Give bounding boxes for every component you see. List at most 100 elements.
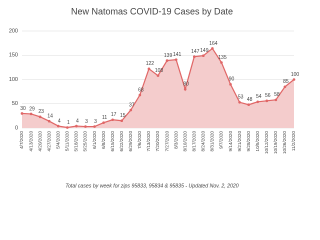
point bbox=[238, 100, 241, 104]
y-tick-label: 150 bbox=[9, 53, 18, 59]
x-tick-label: 6/1/2020 bbox=[92, 131, 97, 149]
point bbox=[120, 119, 124, 123]
point bbox=[165, 59, 169, 62]
point bbox=[20, 112, 24, 115]
point bbox=[292, 78, 296, 81]
point bbox=[66, 126, 69, 129]
point bbox=[283, 85, 287, 89]
data-label: 48 bbox=[247, 97, 253, 103]
x-tick-label: 4/20/2020 bbox=[37, 131, 42, 152]
x-tick-label: 9/28/2020 bbox=[246, 131, 251, 152]
y-tick-label: 0 bbox=[15, 125, 18, 131]
chart-title: New Natomas COVID-19 Cases by Date bbox=[71, 6, 233, 16]
point bbox=[147, 67, 151, 71]
data-label: 1 bbox=[67, 120, 70, 126]
y-tick-label: 100 bbox=[9, 77, 18, 83]
y-tick-label: 50 bbox=[12, 101, 18, 107]
x-tick-label: 10/19/2020 bbox=[273, 131, 278, 154]
x-tick-label: 9/21/2020 bbox=[237, 131, 242, 152]
x-tick-label: 6/22/2020 bbox=[119, 131, 124, 152]
data-label: 108 bbox=[155, 68, 164, 74]
data-label: 147 bbox=[191, 49, 200, 55]
x-tick-label: 8/3/2020 bbox=[173, 131, 178, 149]
point bbox=[75, 124, 78, 128]
x-tick-label: 6/15/2020 bbox=[110, 131, 115, 152]
point bbox=[84, 125, 87, 128]
data-label: 58 bbox=[274, 92, 280, 98]
data-label: 139 bbox=[164, 53, 173, 59]
x-tick-label: 10/12/2020 bbox=[264, 131, 269, 154]
point bbox=[274, 98, 278, 102]
point bbox=[247, 103, 250, 107]
data-label: 85 bbox=[283, 79, 289, 85]
x-tick-label: 9/14/2020 bbox=[228, 131, 233, 152]
point bbox=[202, 54, 205, 58]
x-tick-label: 8/31/2020 bbox=[210, 131, 215, 152]
data-label: 14 bbox=[47, 114, 53, 120]
x-tick-label: 7/13/2020 bbox=[146, 131, 151, 152]
x-tick-label: 4/27/2020 bbox=[46, 131, 51, 152]
point bbox=[111, 118, 114, 122]
x-tick-label: 7/27/2020 bbox=[164, 131, 169, 152]
data-label: 100 bbox=[291, 72, 300, 78]
data-label: 4 bbox=[58, 118, 61, 124]
point bbox=[102, 121, 105, 124]
point bbox=[265, 99, 269, 103]
x-tick-label: 4/7/2020 bbox=[19, 131, 24, 149]
x-tick-label: 5/4/2020 bbox=[55, 131, 60, 149]
data-label: 29 bbox=[29, 106, 35, 112]
x-tick-label: 5/11/2020 bbox=[65, 131, 70, 152]
x-tick-label: 4/13/2020 bbox=[28, 131, 33, 152]
point bbox=[183, 87, 187, 91]
y-tick-label: 200 bbox=[9, 28, 18, 34]
data-label: 141 bbox=[173, 52, 182, 58]
data-label: 15 bbox=[120, 113, 126, 119]
point bbox=[229, 83, 232, 86]
point bbox=[93, 125, 96, 128]
data-label: 3 bbox=[94, 119, 97, 125]
data-label: 80 bbox=[183, 82, 189, 88]
x-tick-label: 11/2/2020 bbox=[291, 131, 296, 152]
data-label: 11 bbox=[102, 115, 107, 121]
point bbox=[138, 93, 142, 97]
x-tick-label: 5/25/2020 bbox=[83, 131, 88, 152]
data-label: 56 bbox=[265, 93, 271, 99]
x-tick-label: 10/26/2020 bbox=[282, 131, 287, 154]
chart-note: Total cases by week for zips 95833, 9583… bbox=[65, 183, 238, 189]
data-label: 3 bbox=[85, 119, 88, 125]
data-label: 149 bbox=[200, 48, 209, 54]
x-tick-label: 5/18/2020 bbox=[74, 131, 79, 152]
point bbox=[220, 61, 223, 64]
x-tick-label: 8/10/2020 bbox=[182, 131, 187, 152]
data-label: 68 bbox=[138, 87, 144, 93]
x-tick-label: 7/6/2020 bbox=[137, 131, 142, 149]
x-tick-label: 10/5/2020 bbox=[255, 131, 260, 152]
x-tick-label: 8/17/2020 bbox=[191, 131, 196, 152]
data-label: 122 bbox=[146, 61, 155, 67]
data-label: 53 bbox=[238, 95, 244, 101]
point bbox=[56, 124, 60, 128]
point bbox=[156, 74, 160, 77]
data-label: 23 bbox=[38, 109, 44, 115]
chart: New Natomas COVID-19 Cases by Date Total… bbox=[9, 6, 300, 189]
data-label: 4 bbox=[76, 118, 79, 124]
point bbox=[174, 58, 178, 61]
data-label: 164 bbox=[209, 41, 218, 47]
point bbox=[47, 119, 51, 123]
x-tick-label: 6/8/2020 bbox=[101, 131, 106, 149]
data-label: 90 bbox=[229, 77, 235, 83]
point bbox=[256, 100, 260, 104]
data-label: 30 bbox=[20, 106, 26, 112]
point bbox=[211, 47, 214, 50]
x-tick-label: 9/7/2020 bbox=[219, 131, 224, 149]
point bbox=[129, 108, 133, 112]
data-label: 135 bbox=[218, 55, 227, 61]
point bbox=[192, 55, 196, 59]
point bbox=[29, 112, 33, 116]
data-label: 37 bbox=[129, 102, 135, 108]
x-tick-label: 8/24/2020 bbox=[201, 131, 206, 152]
x-tick-label: 6/29/2020 bbox=[128, 131, 133, 152]
data-label: 54 bbox=[256, 94, 262, 100]
point bbox=[38, 115, 42, 119]
x-tick-label: 7/20/2020 bbox=[155, 131, 160, 152]
